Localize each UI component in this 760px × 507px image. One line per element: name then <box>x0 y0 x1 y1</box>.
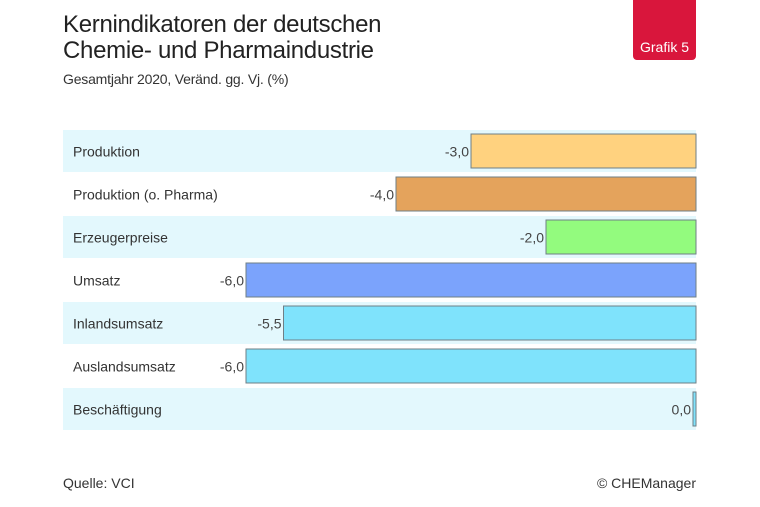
bar <box>470 133 697 169</box>
grafik-badge: Grafik 5 <box>633 0 696 60</box>
category-label: Produktion (o. Pharma) <box>73 187 218 203</box>
category-label: Erzeugerpreise <box>73 230 168 246</box>
value-label: -4,0 <box>370 187 394 203</box>
value-label: -5,5 <box>257 316 281 332</box>
bar <box>395 176 697 212</box>
chart-subtitle: Gesamtjahr 2020, Veränd. gg. Vj. (%) <box>63 71 289 87</box>
grafik-badge-label: Grafik 5 <box>639 39 689 55</box>
value-label: -6,0 <box>220 273 244 289</box>
category-label: Auslandsumsatz <box>73 359 176 375</box>
bar <box>283 305 697 341</box>
value-label: 0,0 <box>672 402 692 418</box>
bar <box>692 391 697 427</box>
copyright-note: © CHEManager <box>596 475 696 491</box>
value-label: -6,0 <box>220 359 244 375</box>
category-label: Umsatz <box>73 273 120 289</box>
chart-title: Kernindikatoren der deutschen Chemie- un… <box>63 12 381 64</box>
source-note: Quelle: VCI <box>63 475 135 491</box>
value-label: -2,0 <box>520 230 544 246</box>
chart-title-line1: Kernindikatoren der deutschen <box>63 11 382 38</box>
chart-title-line2: Chemie- und Pharmaindustrie <box>63 37 374 64</box>
category-label: Beschäftigung <box>73 402 162 418</box>
bar <box>245 348 697 384</box>
bar <box>545 219 697 255</box>
category-label: Inlandsumsatz <box>73 316 163 332</box>
category-label: Produktion <box>73 144 140 160</box>
row-band <box>63 388 696 430</box>
bar <box>245 262 697 298</box>
value-label: -3,0 <box>445 144 469 160</box>
